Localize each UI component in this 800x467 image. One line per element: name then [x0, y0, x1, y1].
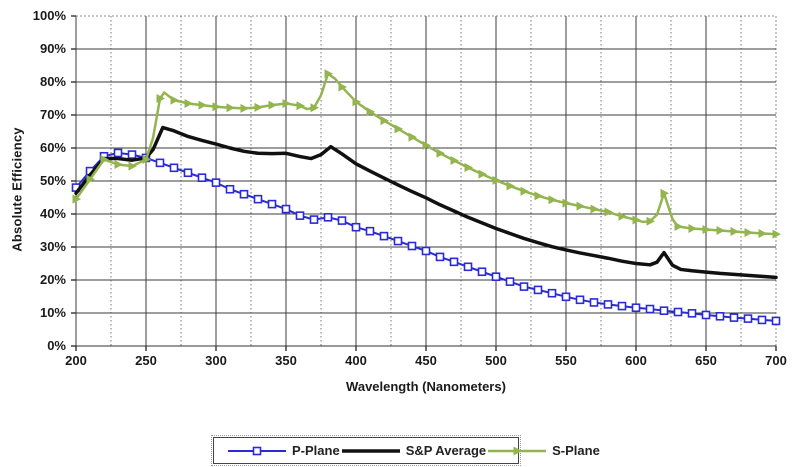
sp-average-line-sample-icon [341, 448, 400, 453]
x-tick-label: 700 [765, 353, 787, 368]
y-tick-label: 40% [39, 206, 66, 221]
y-tick-label: 20% [39, 272, 66, 287]
legend-label: P-Plane [292, 443, 340, 458]
legend-item-s-plane: S-Plane [486, 443, 600, 458]
x-tick-label: 550 [555, 353, 577, 368]
legend-item-p-plane: P-Plane [226, 443, 340, 458]
y-tick-label: 90% [39, 41, 66, 56]
y-tick-label: 70% [39, 107, 66, 122]
y-tick-label: 60% [39, 140, 66, 155]
y-tick-label: 10% [39, 305, 66, 320]
x-tick-label: 650 [695, 353, 717, 368]
y-tick-label: 80% [39, 74, 66, 89]
x-tick-label: 250 [135, 353, 157, 368]
legend: P-Plane S&P Average S-Plane [211, 435, 600, 466]
series-s-plane [72, 69, 781, 239]
y-tick-label: 50% [39, 173, 66, 188]
series-s-p-average [74, 125, 778, 280]
x-axis-title: Wavelength (Nanometers) [346, 379, 506, 394]
y-tick-label: 100% [32, 8, 66, 23]
x-tick-label: 300 [205, 353, 227, 368]
legend-item-sp-average: S&P Average [340, 443, 486, 458]
p-plane-line-sample-icon [228, 446, 286, 455]
legend-label: S&P Average [405, 443, 487, 458]
s-plane-line-sample-icon [488, 446, 547, 455]
x-tick-label: 600 [625, 353, 647, 368]
x-tick-label: 500 [485, 353, 507, 368]
x-tick-label: 200 [65, 353, 87, 368]
legend-label: S-Plane [552, 443, 600, 458]
y-tick-label: 30% [39, 239, 66, 254]
x-tick-label: 350 [275, 353, 297, 368]
series-p-plane [71, 148, 781, 326]
y-tick-label: 0% [47, 338, 66, 353]
x-tick-label: 450 [415, 353, 437, 368]
x-tick-label: 400 [345, 353, 367, 368]
